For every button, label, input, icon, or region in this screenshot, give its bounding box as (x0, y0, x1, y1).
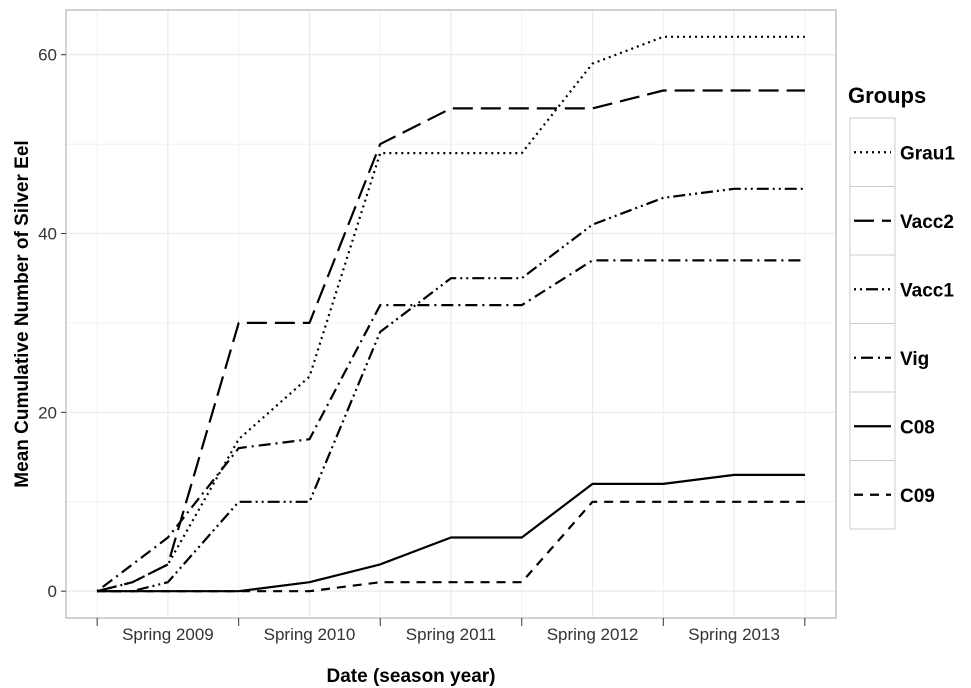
legend-label: Vig (900, 349, 929, 370)
y-tick-label: 60 (38, 46, 57, 65)
legend-label: Grau1 (900, 143, 955, 164)
x-tick-label: Spring 2011 (406, 625, 496, 644)
legend: Groups Grau1 Vacc2 Vacc1 Vig C08 C09 (848, 83, 955, 530)
legend-label: C09 (900, 486, 935, 507)
series-line-vig (96, 259, 805, 593)
legend-title: Groups (848, 83, 926, 108)
grid (66, 10, 836, 618)
series-lines (96, 35, 805, 593)
y-tick-label: 20 (38, 403, 57, 422)
legend-label: C08 (900, 417, 935, 438)
x-tick-label: Spring 2009 (122, 625, 214, 644)
plot-frame (65, 9, 837, 619)
series-line-vacc2 (96, 89, 805, 593)
x-axis-title: Date (season year) (327, 666, 496, 687)
axes: 0 20 40 60 Spring 2009 Spring 2010 Spring 2011… (38, 46, 806, 644)
series-line-c09 (97, 500, 805, 593)
y-axis-title: Mean Cumulative Number of Silver Eel (12, 140, 33, 487)
y-tick-label: 0 (48, 582, 57, 601)
legend-label: Vacc1 (900, 280, 954, 301)
x-tick-label: Spring 2012 (547, 625, 639, 644)
x-tick-label: Spring 2010 (264, 625, 356, 644)
x-tick-label: Spring 2013 (688, 625, 780, 644)
legend-label: Vacc2 (900, 212, 954, 233)
series-line-vacc1 (97, 187, 805, 593)
y-tick-label: 40 (38, 225, 57, 244)
